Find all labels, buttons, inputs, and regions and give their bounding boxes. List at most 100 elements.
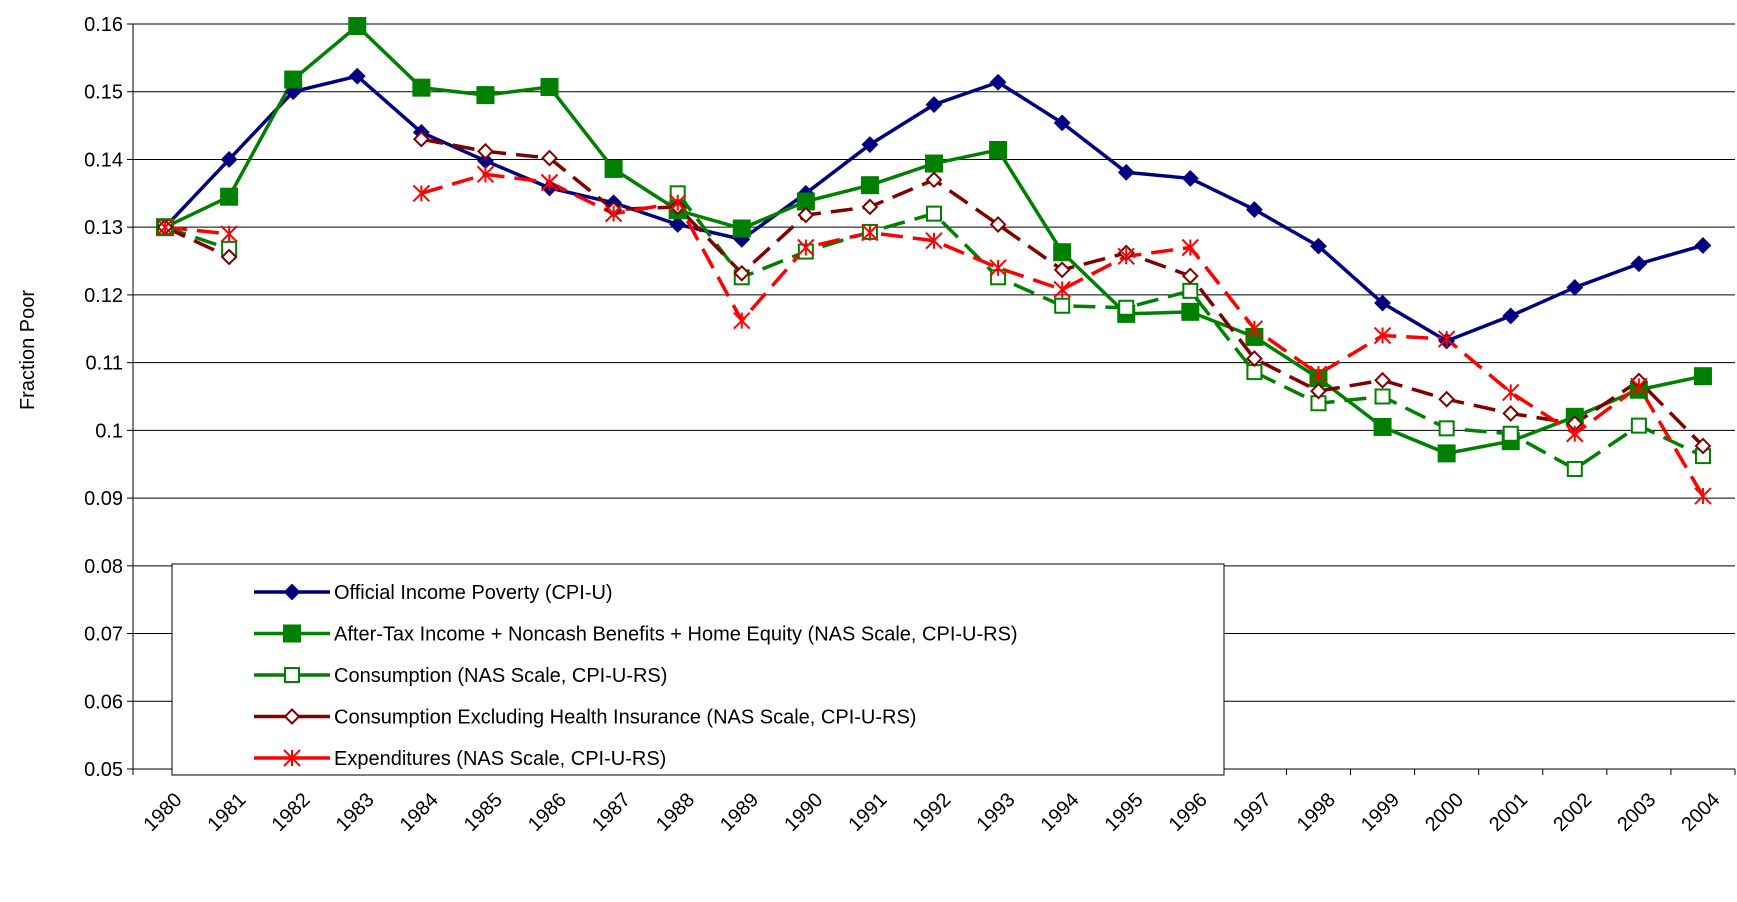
marker bbox=[220, 248, 238, 266]
marker bbox=[1630, 255, 1648, 273]
y-tick-label: 0.05 bbox=[84, 759, 123, 781]
marker bbox=[1437, 330, 1456, 348]
marker bbox=[1310, 382, 1327, 400]
marker bbox=[925, 154, 943, 173]
marker bbox=[477, 142, 494, 160]
marker bbox=[668, 194, 687, 212]
marker bbox=[1374, 371, 1391, 389]
x-tick-label: 1995 bbox=[1101, 789, 1148, 836]
marker bbox=[1437, 444, 1456, 463]
marker bbox=[604, 204, 623, 223]
marker bbox=[1374, 388, 1391, 405]
marker bbox=[540, 173, 559, 192]
marker bbox=[283, 708, 301, 725]
x-tick-label: 1991 bbox=[844, 789, 891, 836]
marker bbox=[220, 187, 239, 206]
marker bbox=[284, 667, 300, 683]
marker bbox=[540, 77, 559, 96]
marker bbox=[1566, 279, 1584, 296]
legend: Official Income Poverty (CPI-U) After-Tax… bbox=[171, 563, 1225, 776]
series-line bbox=[164, 172, 1705, 497]
marker bbox=[1693, 367, 1712, 386]
y-tick-label: 0.13 bbox=[84, 217, 123, 239]
marker bbox=[926, 205, 942, 222]
marker bbox=[861, 223, 879, 242]
x-tick-label: 2003 bbox=[1613, 789, 1660, 836]
marker bbox=[220, 225, 238, 243]
marker bbox=[797, 238, 815, 257]
x-tick-label: 1994 bbox=[1037, 789, 1084, 836]
marker bbox=[348, 17, 367, 36]
marker bbox=[220, 151, 238, 168]
marker bbox=[412, 184, 431, 203]
y-tick-label: 0.08 bbox=[84, 556, 123, 578]
marker bbox=[797, 206, 815, 224]
marker bbox=[925, 171, 943, 189]
marker bbox=[1694, 487, 1712, 505]
x-tick-label: 1990 bbox=[780, 789, 827, 836]
x-tick-label: 2004 bbox=[1677, 789, 1724, 836]
marker bbox=[1502, 405, 1520, 422]
marker bbox=[989, 216, 1007, 233]
y-tick-label: 0.06 bbox=[84, 691, 123, 713]
marker bbox=[1374, 294, 1391, 312]
marker bbox=[1118, 299, 1135, 316]
marker bbox=[156, 218, 174, 236]
marker bbox=[732, 219, 751, 238]
marker bbox=[989, 73, 1007, 91]
marker bbox=[1438, 390, 1456, 408]
y-tick-label: 0.12 bbox=[84, 285, 123, 307]
marker bbox=[1373, 417, 1392, 436]
marker bbox=[348, 67, 366, 85]
x-tick-label: 1982 bbox=[268, 789, 315, 836]
legend-label: Consumption Excluding Health Insurance (… bbox=[334, 707, 916, 729]
x-tick-label: 1989 bbox=[716, 789, 763, 836]
marker bbox=[861, 198, 879, 216]
x-tick-label: 1983 bbox=[332, 789, 379, 836]
marker bbox=[925, 96, 943, 114]
marker bbox=[476, 165, 495, 184]
marker bbox=[989, 140, 1008, 159]
y-tick-label: 0.15 bbox=[84, 82, 123, 104]
marker bbox=[860, 176, 879, 195]
marker bbox=[1310, 237, 1327, 255]
marker bbox=[283, 749, 301, 767]
y-tick-label: 0.09 bbox=[84, 488, 123, 510]
y-tick-label: 0.14 bbox=[84, 149, 123, 171]
marker bbox=[861, 136, 879, 153]
marker bbox=[1053, 280, 1071, 299]
marker bbox=[1117, 163, 1135, 181]
marker bbox=[1373, 326, 1392, 345]
legend-label: Official Income Poverty (CPI-U) bbox=[334, 582, 613, 604]
marker bbox=[925, 232, 943, 250]
x-tick-label: 1996 bbox=[1165, 789, 1212, 836]
marker bbox=[1502, 307, 1520, 325]
marker bbox=[1630, 417, 1647, 434]
marker bbox=[1566, 425, 1584, 443]
marker bbox=[733, 311, 751, 330]
legend-box bbox=[171, 563, 1225, 776]
marker bbox=[1502, 383, 1520, 402]
marker bbox=[1053, 114, 1071, 132]
marker bbox=[733, 264, 751, 282]
x-tick-label: 1998 bbox=[1293, 789, 1340, 836]
marker bbox=[669, 216, 687, 233]
x-tick-label: 1984 bbox=[396, 789, 443, 836]
x-tick-label: 1988 bbox=[652, 789, 699, 836]
legend-label: Expenditures (NAS Scale, CPI-U-RS) bbox=[334, 748, 666, 770]
x-tick-label: 1986 bbox=[524, 789, 571, 836]
marker bbox=[541, 149, 558, 167]
marker bbox=[1566, 460, 1583, 477]
marker bbox=[1502, 425, 1519, 442]
marker bbox=[1181, 238, 1200, 257]
marker bbox=[1694, 237, 1712, 254]
x-tick-label: 1985 bbox=[460, 789, 507, 836]
y-tick-label: 0.07 bbox=[84, 624, 123, 646]
marker bbox=[412, 78, 431, 97]
marker bbox=[1053, 243, 1072, 262]
x-tick-label: 1980 bbox=[139, 789, 186, 836]
legend-label: Consumption (NAS Scale, CPI-U-RS) bbox=[334, 665, 667, 687]
x-tick-label: 2000 bbox=[1421, 789, 1468, 836]
marker bbox=[1245, 350, 1263, 367]
